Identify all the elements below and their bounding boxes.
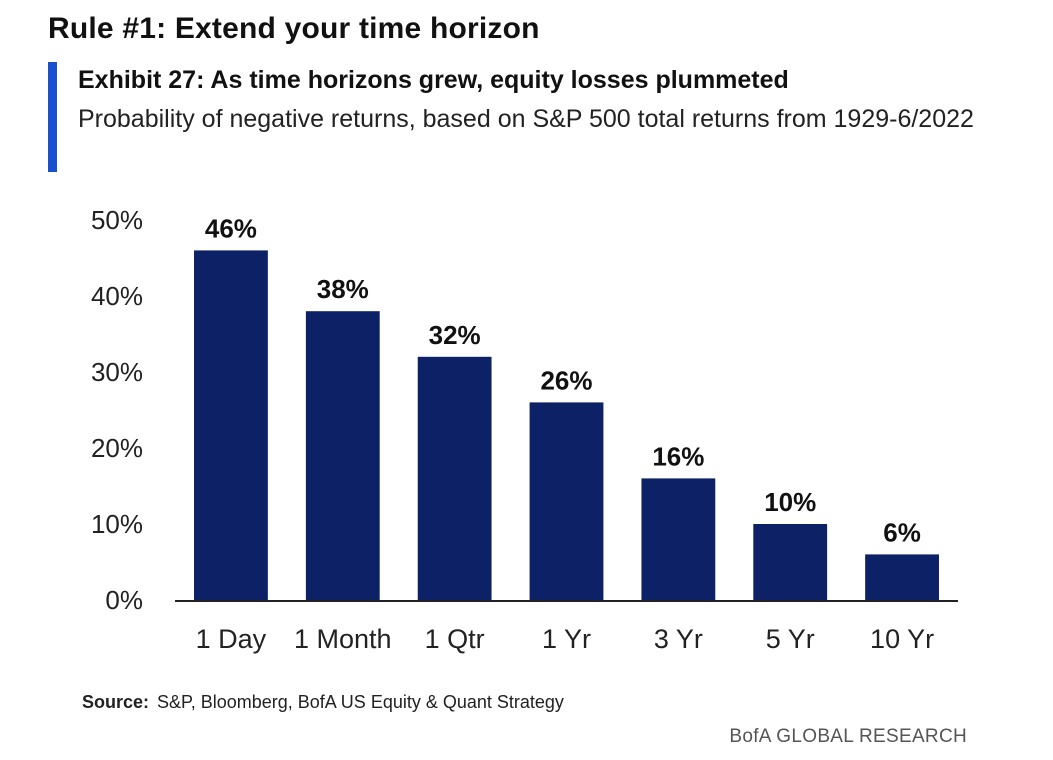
- y-tick-label: 20%: [91, 433, 143, 463]
- y-tick-label: 50%: [91, 205, 143, 235]
- bar: [305, 311, 380, 600]
- bar-chart: 0% 10% 20% 30% 40% 50% 46% 38% 32% 26% 16% 10% 6% 1…: [91, 205, 958, 654]
- y-axis-ticks: 0% 10% 20% 30% 40% 50%: [91, 205, 143, 615]
- x-tick-label: 1 Month: [294, 624, 392, 654]
- bars: [194, 250, 939, 600]
- source-label: Source:: [82, 692, 150, 712]
- bar: [753, 524, 828, 600]
- y-tick-label: 0%: [105, 585, 143, 615]
- bar: [865, 554, 939, 600]
- x-tick-label: 1 Qtr: [425, 624, 485, 654]
- bar-value-label: 32%: [429, 320, 481, 350]
- bar-value-label: 38%: [317, 274, 369, 304]
- bar: [529, 402, 604, 600]
- bar: [641, 478, 716, 600]
- chart-title: Exhibit 27: As time horizons grew, equit…: [78, 66, 789, 94]
- x-tick-label: 1 Yr: [542, 624, 591, 654]
- x-tick-label: 1 Day: [196, 624, 267, 654]
- exhibit-accent-bar: [48, 62, 57, 172]
- bar-value-label: 26%: [540, 365, 592, 395]
- bar: [194, 250, 268, 600]
- bar-value-label: 16%: [652, 441, 704, 471]
- y-tick-label: 40%: [91, 281, 143, 311]
- x-tick-label: 3 Yr: [654, 624, 703, 654]
- chart-subtitle: Probability of negative returns, based o…: [78, 105, 974, 133]
- x-tick-label: 10 Yr: [870, 624, 934, 654]
- bar-value-label: 10%: [764, 487, 816, 517]
- bar-value-label: 46%: [205, 213, 257, 243]
- bar-value-label: 6%: [883, 517, 921, 547]
- source-note: Source: S&P, Bloomberg, BofA US Equity & …: [82, 692, 564, 713]
- bar: [417, 356, 492, 600]
- y-tick-label: 30%: [91, 357, 143, 387]
- y-tick-label: 10%: [91, 509, 143, 539]
- rule-title: Rule #1: Extend your time horizon: [48, 12, 540, 45]
- source-text: S&P, Bloomberg, BofA US Equity & Quant S…: [157, 692, 564, 712]
- x-tick-label: 5 Yr: [766, 624, 815, 654]
- x-axis-labels: 1 Day 1 Month 1 Qtr 1 Yr 3 Yr 5 Yr 10 Yr: [196, 624, 934, 654]
- brand-label: BofA GLOBAL RESEARCH: [729, 726, 967, 747]
- data-labels: 46% 38% 32% 26% 16% 10% 6%: [205, 213, 921, 547]
